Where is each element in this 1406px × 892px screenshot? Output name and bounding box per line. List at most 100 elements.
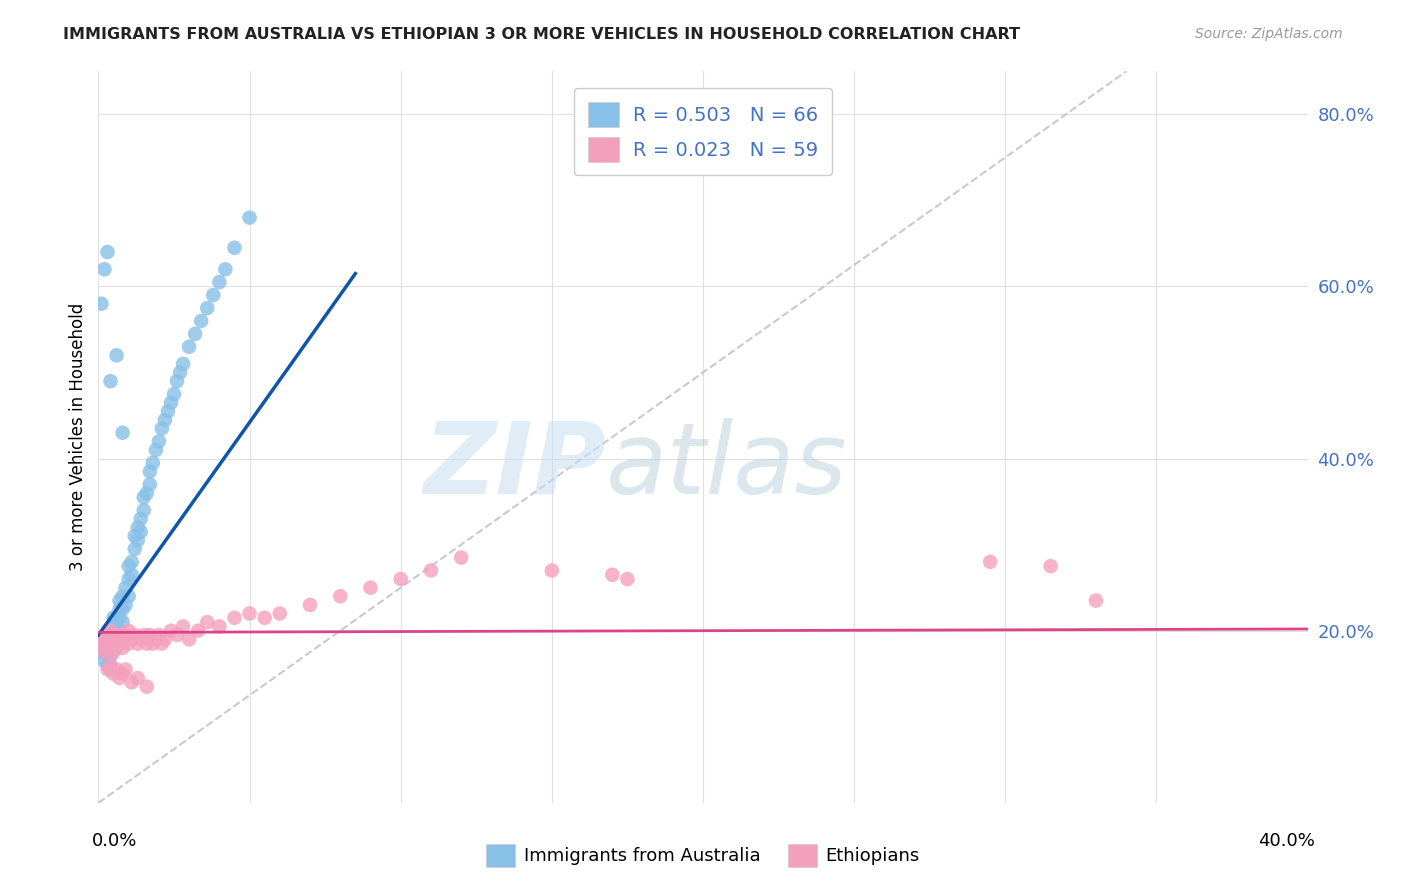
- Point: [148, 628, 170, 642]
- Point: [114, 581, 136, 595]
- Point: [118, 572, 141, 586]
- Point: [108, 611, 131, 625]
- Point: [96, 645, 118, 659]
- Point: [1085, 593, 1108, 607]
- Point: [160, 395, 183, 409]
- Point: [103, 628, 125, 642]
- Point: [121, 555, 143, 569]
- Point: [90, 637, 112, 651]
- Point: [979, 555, 1001, 569]
- Point: [135, 637, 157, 651]
- Point: [135, 680, 157, 694]
- Point: [90, 645, 112, 659]
- Point: [602, 567, 624, 582]
- Point: [127, 671, 149, 685]
- Point: [124, 628, 146, 642]
- Point: [129, 512, 152, 526]
- Point: [118, 637, 141, 651]
- Point: [142, 456, 165, 470]
- Point: [108, 624, 131, 638]
- Point: [166, 628, 188, 642]
- Point: [108, 671, 131, 685]
- Point: [100, 662, 122, 676]
- Point: [224, 241, 246, 255]
- Point: [195, 301, 218, 315]
- Point: [121, 632, 143, 647]
- Point: [100, 374, 122, 388]
- Point: [111, 589, 134, 603]
- Point: [114, 662, 136, 676]
- Point: [96, 632, 118, 647]
- Point: [118, 624, 141, 638]
- Point: [105, 637, 128, 651]
- Point: [96, 628, 118, 642]
- Point: [540, 564, 562, 578]
- Point: [100, 624, 122, 638]
- Point: [166, 374, 188, 388]
- Point: [121, 567, 143, 582]
- Point: [96, 658, 118, 673]
- Point: [103, 632, 125, 647]
- Point: [96, 640, 118, 655]
- Point: [114, 598, 136, 612]
- Point: [118, 589, 141, 603]
- Point: [127, 533, 149, 548]
- Point: [132, 491, 155, 505]
- Legend: R = 0.503   N = 66, R = 0.023   N = 59: R = 0.503 N = 66, R = 0.023 N = 59: [575, 88, 831, 176]
- Point: [360, 581, 382, 595]
- Point: [111, 615, 134, 629]
- Point: [105, 662, 128, 676]
- Point: [124, 541, 146, 556]
- Point: [103, 619, 125, 633]
- Point: [169, 366, 191, 380]
- Point: [111, 425, 134, 440]
- Point: [105, 615, 128, 629]
- Point: [148, 434, 170, 449]
- Point: [100, 658, 122, 673]
- Point: [129, 524, 152, 539]
- Text: ZIP: ZIP: [423, 417, 606, 515]
- Point: [93, 262, 115, 277]
- Point: [111, 632, 134, 647]
- Text: atlas: atlas: [606, 417, 848, 515]
- Point: [129, 632, 152, 647]
- Point: [195, 615, 218, 629]
- Point: [96, 245, 118, 260]
- Point: [118, 559, 141, 574]
- Point: [153, 632, 176, 647]
- Point: [127, 520, 149, 534]
- Point: [187, 624, 209, 638]
- Point: [239, 211, 262, 225]
- Point: [100, 649, 122, 664]
- Point: [139, 628, 162, 642]
- Point: [96, 662, 118, 676]
- Point: [153, 413, 176, 427]
- Point: [172, 357, 194, 371]
- Point: [111, 666, 134, 681]
- Point: [150, 421, 173, 435]
- Text: Source: ZipAtlas.com: Source: ZipAtlas.com: [1195, 27, 1343, 41]
- Point: [190, 314, 212, 328]
- Point: [139, 477, 162, 491]
- Point: [202, 288, 225, 302]
- Point: [93, 637, 115, 651]
- Point: [208, 275, 231, 289]
- Point: [100, 637, 122, 651]
- Point: [90, 296, 112, 310]
- Point: [93, 632, 115, 647]
- Point: [160, 624, 183, 638]
- Point: [253, 611, 276, 625]
- Point: [132, 503, 155, 517]
- Point: [93, 654, 115, 668]
- Point: [450, 550, 472, 565]
- Point: [121, 675, 143, 690]
- Point: [1039, 559, 1062, 574]
- Point: [103, 640, 125, 655]
- Point: [103, 666, 125, 681]
- Point: [108, 602, 131, 616]
- Point: [105, 628, 128, 642]
- Point: [132, 628, 155, 642]
- Text: 40.0%: 40.0%: [1258, 831, 1315, 849]
- Legend: Immigrants from Australia, Ethiopians: Immigrants from Australia, Ethiopians: [479, 837, 927, 874]
- Point: [139, 465, 162, 479]
